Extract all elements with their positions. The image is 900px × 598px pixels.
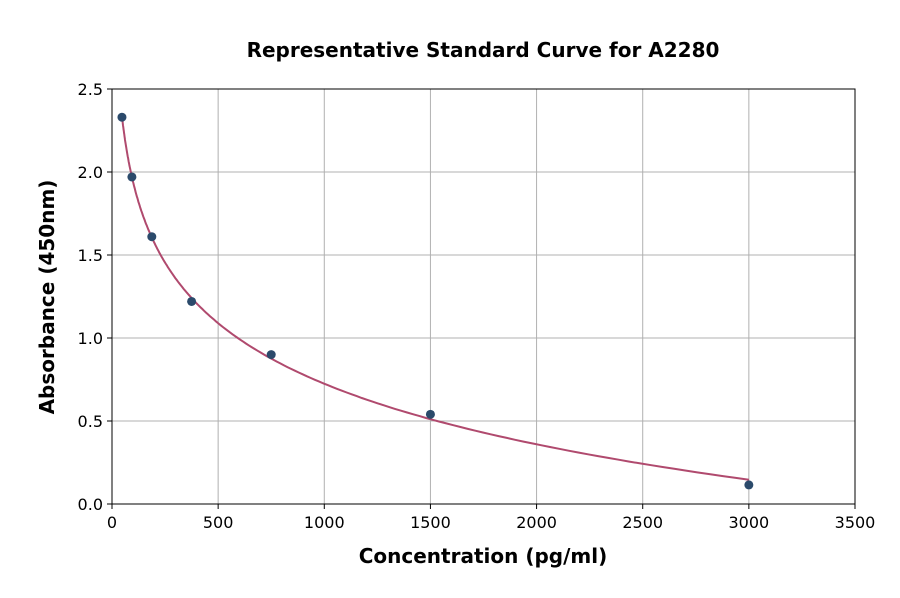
y-tick-label: 1.5 [78,246,103,265]
data-point [187,296,197,306]
x-tick-label: 3000 [728,513,769,532]
fit-curve [121,116,750,481]
y-axis-label: Absorbance (450nm) [35,180,59,415]
x-tick-label: 1500 [410,513,451,532]
y-tick-label: 0.5 [78,412,103,431]
y-tick-label: 1.0 [78,329,103,348]
data-point [127,172,137,182]
ticks: 0 500 1000 1500 2000 2500 3000 3500 0.0 0.5 1.0 1.5… [78,80,876,532]
data-point [266,350,276,360]
x-tick-label: 500 [203,513,234,532]
y-tick-label: 2.5 [78,80,103,99]
data-point [744,480,754,490]
data-points [117,112,754,490]
chart-title: Representative Standard Curve for A2280 [247,38,720,62]
data-point [425,409,435,419]
x-tick-label: 0 [107,513,117,532]
x-tick-label: 3500 [835,513,876,532]
plot-frame [111,88,856,505]
grid [111,88,856,505]
x-tick-label: 2000 [516,513,557,532]
x-tick-label: 1000 [304,513,345,532]
data-point [147,232,157,242]
x-axis-label: Concentration (pg/ml) [359,544,608,568]
y-tick-label: 0.0 [78,495,103,514]
data-point [117,112,127,122]
x-tick-label: 2500 [622,513,663,532]
y-tick-label: 2.0 [78,163,103,182]
